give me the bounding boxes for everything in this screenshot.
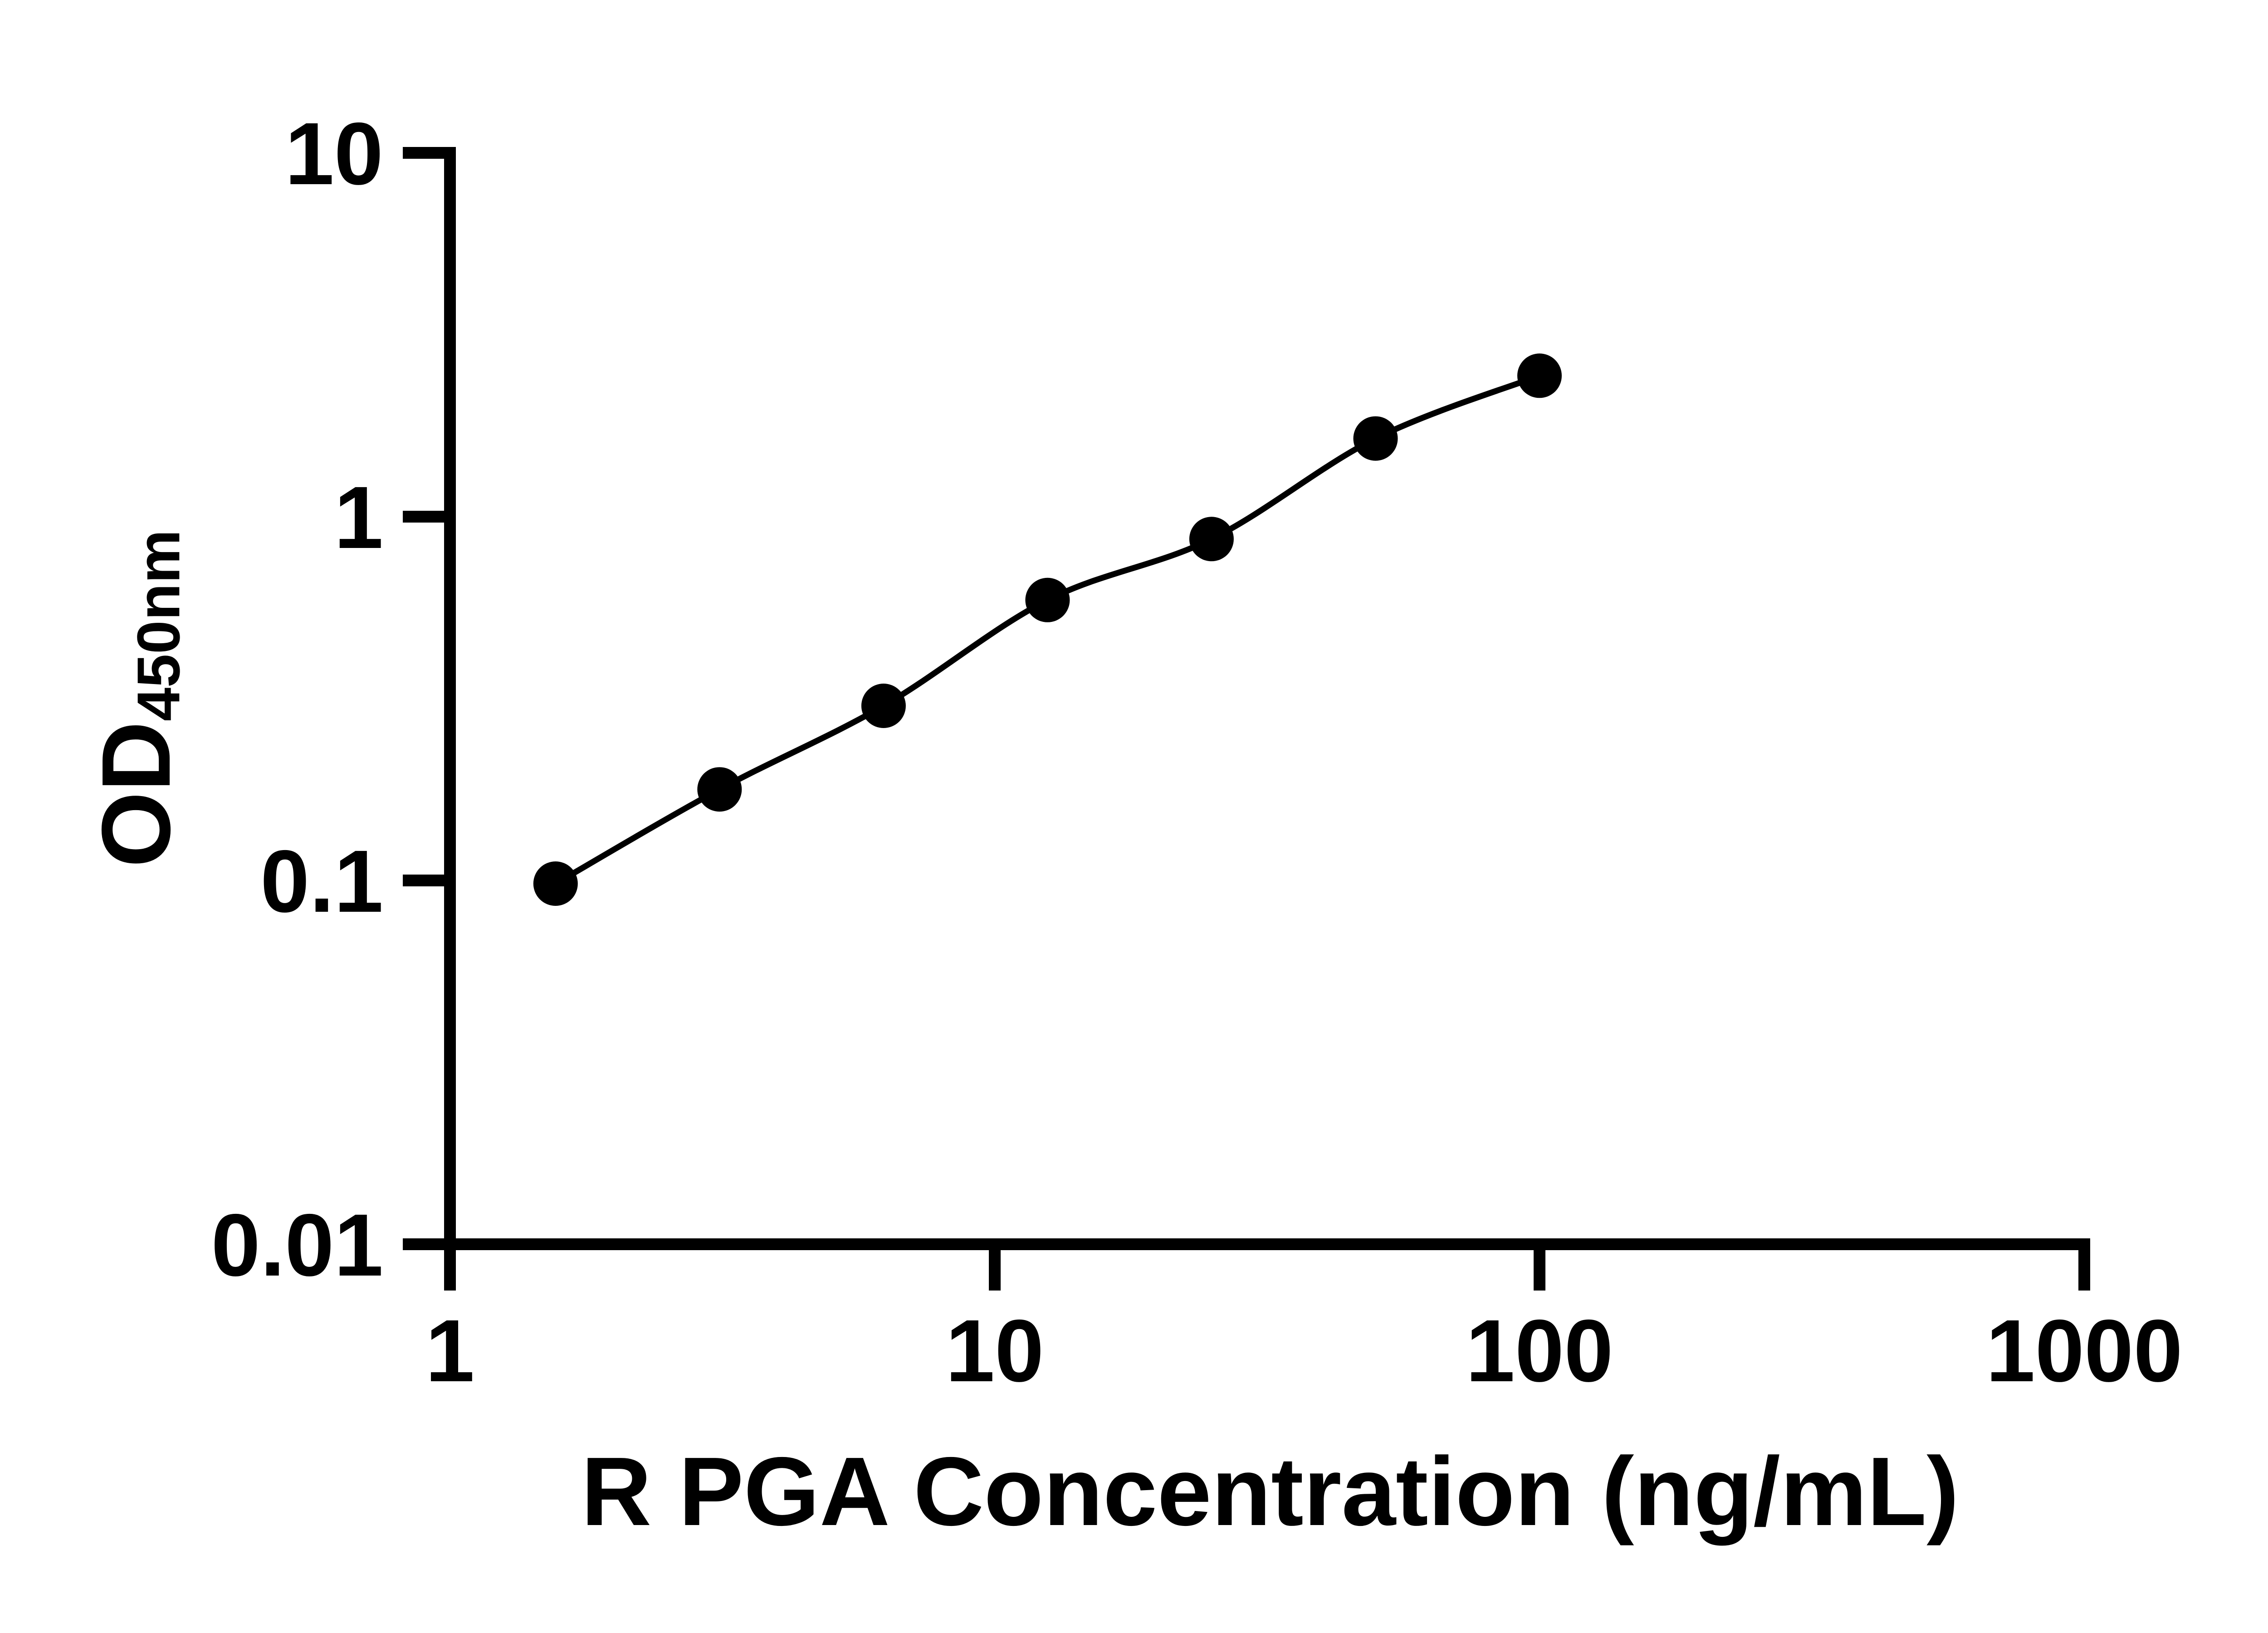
x-axis-title: R PGA Concentration (ng/mL)	[581, 1437, 1959, 1546]
y-axis-title-subscript: 450nm	[125, 529, 193, 721]
y-tick-label-10: 10	[285, 104, 383, 203]
data-point	[1517, 353, 1562, 398]
y-tick-label-0.01: 0.01	[211, 1196, 383, 1295]
x-tick-label-10: 10	[945, 1301, 1044, 1400]
y-axis-title: OD450nm	[77, 245, 195, 1152]
y-tick-label-1: 1	[334, 468, 383, 567]
x-tick-label-1000: 1000	[1986, 1301, 2183, 1400]
x-tick-label-100: 100	[1466, 1301, 1613, 1400]
data-point	[861, 684, 906, 728]
data-point	[697, 767, 742, 812]
x-tick-label-1: 1	[425, 1301, 475, 1400]
data-point	[1189, 517, 1234, 562]
y-axis-title-main: OD	[81, 721, 191, 868]
data-point	[1025, 577, 1070, 622]
data-point	[533, 861, 578, 906]
data-point	[1353, 416, 1398, 461]
y-tick-label-0.1: 0.1	[260, 832, 383, 931]
